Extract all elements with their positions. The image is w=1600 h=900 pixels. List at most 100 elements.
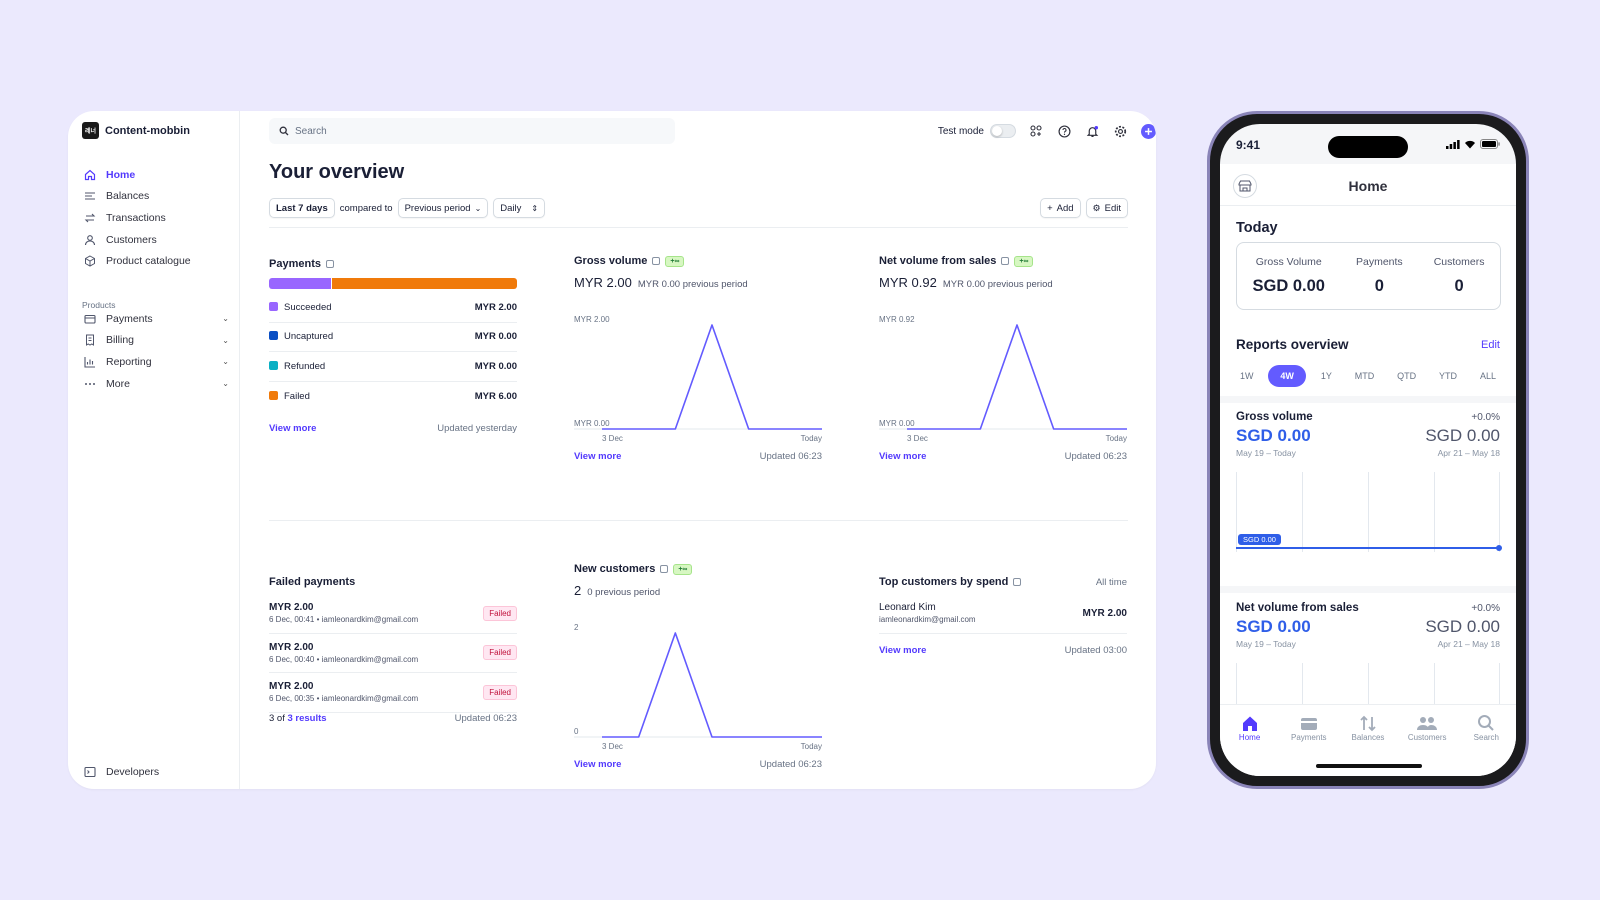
view-more-link[interactable]: View more	[574, 451, 622, 462]
info-icon[interactable]	[660, 565, 669, 573]
legend-row[interactable]: Refunded MYR 0.00	[269, 352, 517, 382]
stat-value: 0	[1374, 277, 1384, 295]
card-title: Payments	[269, 258, 321, 270]
stat-value: 0	[1454, 277, 1464, 295]
legend-value: MYR 0.00	[474, 360, 517, 372]
status-badge: Failed	[483, 645, 517, 661]
x-tick-label: 3 Dec	[602, 434, 623, 443]
test-mode-label: Test mode	[937, 125, 984, 137]
sidebar: 레너 Content-mobbin Home Balances Transact…	[68, 111, 240, 789]
legend-row[interactable]: Uncaptured MYR 0.00	[269, 323, 517, 352]
report-change: +0.0%	[1471, 412, 1500, 423]
chevron-down-icon: ⌄	[222, 357, 229, 367]
terminal-icon	[84, 766, 96, 778]
view-more-link[interactable]: View more	[879, 451, 927, 462]
info-icon[interactable]	[325, 260, 334, 268]
net-volume-report[interactable]: Net volume from sales +0.0% SGD 0.00 SGD 0…	[1236, 602, 1500, 723]
tab-customers[interactable]: Customers	[1402, 713, 1452, 776]
sidebar-item-transactions[interactable]: Transactions	[84, 207, 229, 229]
interval-select[interactable]: Daily ⇕	[493, 198, 546, 218]
payments-icon	[1300, 713, 1318, 733]
apps-icon[interactable]	[1028, 123, 1044, 139]
payment-meta: 6 Dec, 00:41 • iamleonardkim@gmail.com	[269, 615, 419, 625]
y-tick-label: MYR 2.00	[574, 315, 610, 324]
reports-edit-button[interactable]: Edit	[1481, 339, 1500, 351]
net-volume-chart: MYR 0.92 MYR 0.00 3 Dec Today	[879, 315, 1127, 443]
search-input[interactable]: Search	[269, 118, 675, 144]
legend-label: Uncaptured	[284, 331, 334, 343]
date-range-button[interactable]: Last 7 days	[269, 198, 335, 218]
card-title: Gross volume	[574, 255, 648, 267]
store-icon[interactable]	[1233, 174, 1257, 198]
sidebar-item-label: Billing	[106, 334, 135, 347]
view-more-link[interactable]: View more	[574, 759, 622, 770]
sidebar-item-billing[interactable]: Billing ⌄	[84, 330, 229, 352]
notifications-icon[interactable]	[1084, 123, 1100, 139]
sidebar-item-developers[interactable]: Developers	[84, 761, 229, 783]
stat-label: Gross Volume	[1255, 256, 1322, 268]
account-switcher[interactable]: 레너 Content-mobbin	[82, 122, 190, 139]
settings-gear-icon[interactable]	[1112, 123, 1128, 139]
chart-tooltip: SGD 0.00	[1238, 534, 1281, 545]
sidebar-item-label: Product catalogue	[106, 255, 191, 268]
edit-button[interactable]: ⚙ Edit	[1085, 198, 1128, 218]
list-item[interactable]: MYR 2.00 6 Dec, 00:35 • iamleonardkim@gma…	[269, 673, 517, 713]
status-badge: Failed	[483, 684, 517, 700]
report-previous-value: SGD 0.00	[1425, 426, 1500, 445]
sidebar-item-home[interactable]: Home	[84, 164, 229, 186]
customers-icon	[84, 234, 96, 246]
range-option[interactable]: ALL	[1479, 371, 1496, 381]
card-title: Failed payments	[269, 576, 356, 588]
list-item[interactable]: Leonard Kim iamleonardkim@gmail.com MYR 2.…	[879, 594, 1127, 634]
y-tick-label: MYR 0.00	[879, 419, 915, 428]
range-option[interactable]: 1W	[1240, 371, 1254, 381]
range-option[interactable]: QTD	[1397, 371, 1417, 381]
tab-home[interactable]: Home	[1225, 713, 1275, 776]
info-icon[interactable]	[1001, 257, 1010, 265]
view-more-link[interactable]: View more	[269, 423, 317, 434]
range-option[interactable]: 1Y	[1320, 371, 1332, 381]
transactions-icon	[84, 212, 96, 224]
legend-value: MYR 6.00	[474, 390, 517, 402]
balances-icon	[84, 190, 96, 202]
legend-row[interactable]: Failed MYR 6.00	[269, 382, 517, 412]
view-more-link[interactable]: View more	[879, 645, 927, 656]
test-mode-toggle[interactable]	[990, 124, 1016, 138]
gridline	[1499, 472, 1500, 552]
sidebar-item-balances[interactable]: Balances	[84, 186, 229, 208]
info-icon[interactable]	[1013, 578, 1022, 586]
results-link[interactable]: 3 results	[287, 713, 327, 724]
sidebar-item-more[interactable]: More ⌄	[84, 373, 229, 395]
payment-meta: 6 Dec, 00:35 • iamleonardkim@gmail.com	[269, 694, 419, 704]
tab-payments[interactable]: Payments	[1284, 713, 1334, 776]
range-option[interactable]: YTD	[1439, 371, 1458, 381]
add-button[interactable]: + Add	[1040, 198, 1081, 218]
legend-row[interactable]: Succeeded MYR 2.00	[269, 293, 517, 323]
overview-filters: Last 7 days compared to Previous period ⌄…	[269, 198, 546, 218]
sidebar-item-reporting[interactable]: Reporting ⌄	[84, 351, 229, 373]
range-selector: 1W 4W 1Y MTD QTD YTD ALL	[1232, 365, 1504, 387]
chart-line	[1236, 547, 1500, 549]
list-item[interactable]: MYR 2.00 6 Dec, 00:40 • iamleonardkim@gma…	[269, 634, 517, 673]
account-logo: 레너	[82, 122, 99, 139]
range-option-selected[interactable]: 4W	[1268, 365, 1306, 387]
range-option[interactable]: MTD	[1354, 371, 1375, 381]
sidebar-item-product-catalogue[interactable]: Product catalogue	[84, 250, 229, 272]
create-plus-icon[interactable]	[1140, 123, 1156, 139]
list-item[interactable]: MYR 2.00 6 Dec, 00:41 • iamleonardkim@gma…	[269, 594, 517, 634]
card-footer: View more Updated 06:23	[574, 759, 822, 770]
sidebar-item-label: Home	[106, 168, 136, 181]
today-stats: Gross Volume SGD 0.00 Payments 0 Customers…	[1236, 242, 1501, 310]
sidebar-item-label: Reporting	[106, 355, 152, 368]
tab-balances[interactable]: Balances	[1343, 713, 1393, 776]
comparison-select[interactable]: Previous period ⌄	[397, 198, 489, 218]
metric-value: MYR 2.00	[574, 275, 632, 290]
sidebar-item-customers[interactable]: Customers	[84, 229, 229, 251]
info-icon[interactable]	[652, 257, 661, 265]
sidebar-item-payments[interactable]: Payments ⌄	[84, 308, 229, 330]
tab-search[interactable]: Search	[1461, 713, 1511, 776]
gross-volume-report[interactable]: Gross volume +0.0% SGD 0.00 SGD 0.00 May 1…	[1236, 411, 1502, 552]
customer-name: Leonard Kim	[879, 602, 936, 614]
help-icon[interactable]	[1056, 123, 1072, 139]
report-range: May 19 – Today	[1236, 448, 1296, 458]
